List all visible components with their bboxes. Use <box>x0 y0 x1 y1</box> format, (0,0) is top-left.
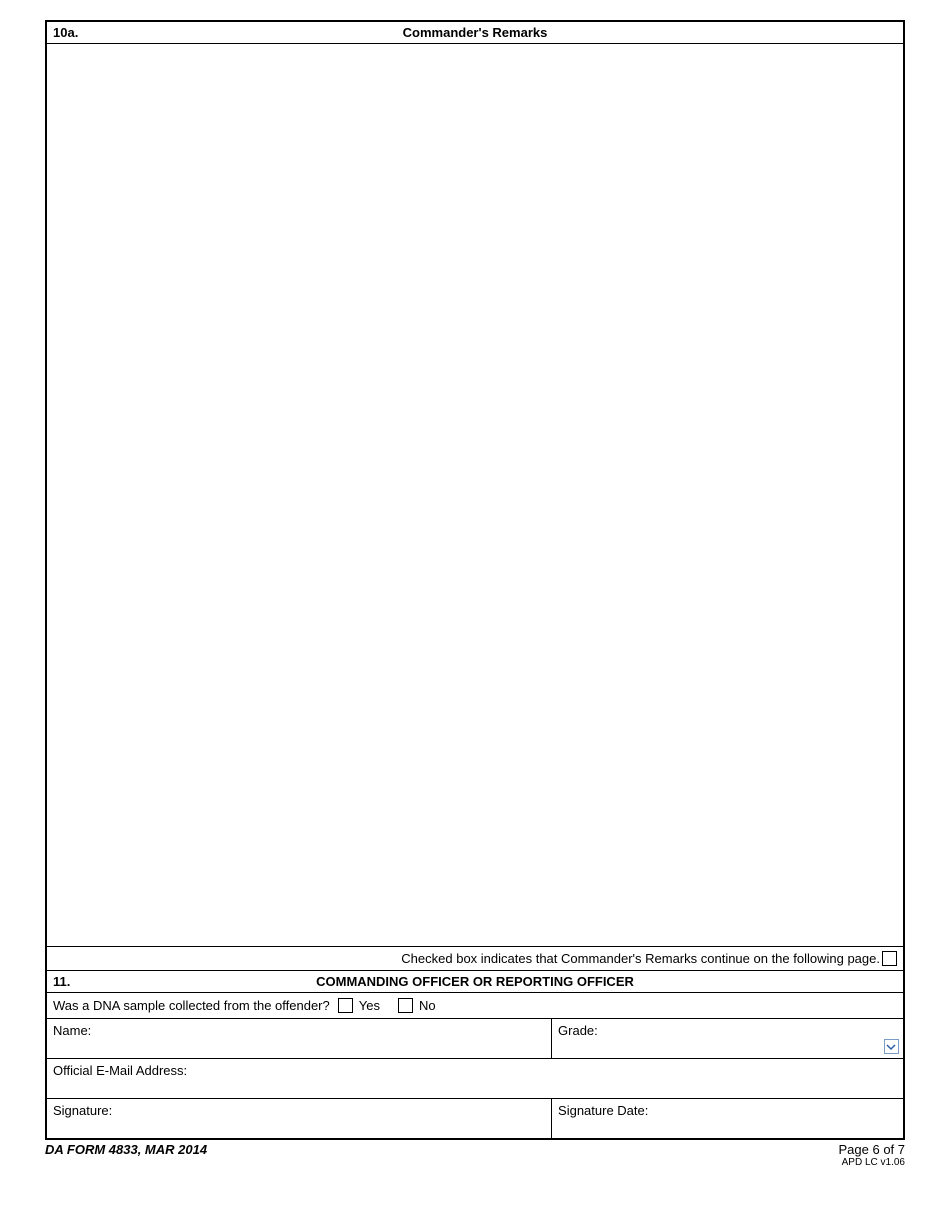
signature-date-field[interactable]: Signature Date: <box>552 1099 903 1138</box>
remarks-textarea[interactable] <box>47 44 903 947</box>
section-11-title: COMMANDING OFFICER OR REPORTING OFFICER <box>316 974 634 989</box>
page-info: Page 6 of 7 <box>839 1142 906 1157</box>
email-field[interactable]: Official E-Mail Address: <box>47 1059 903 1099</box>
signature-row: Signature: Signature Date: <box>47 1099 903 1138</box>
version-info: APD LC v1.06 <box>839 1157 906 1168</box>
page-footer: DA FORM 4833, MAR 2014 Page 6 of 7 APD L… <box>45 1142 905 1168</box>
grade-label: Grade: <box>558 1023 598 1038</box>
dna-no-checkbox[interactable] <box>398 998 413 1013</box>
signature-label: Signature: <box>53 1103 112 1118</box>
footer-right: Page 6 of 7 APD LC v1.06 <box>839 1142 906 1168</box>
continuation-row: Checked box indicates that Commander's R… <box>47 947 903 971</box>
name-field[interactable]: Name: <box>47 1019 552 1058</box>
grade-dropdown-icon[interactable] <box>884 1039 899 1054</box>
signature-date-label: Signature Date: <box>558 1103 648 1118</box>
continuation-text: Checked box indicates that Commander's R… <box>401 951 880 966</box>
section-10a-number: 10a. <box>53 25 78 40</box>
form-container: 10a. Commander's Remarks Checked box ind… <box>45 20 905 1140</box>
continuation-checkbox[interactable] <box>882 951 897 966</box>
section-11-header: 11. COMMANDING OFFICER OR REPORTING OFFI… <box>47 971 903 993</box>
form-id: DA FORM 4833, MAR 2014 <box>45 1142 207 1168</box>
grade-field[interactable]: Grade: <box>552 1019 903 1058</box>
dna-question-row: Was a DNA sample collected from the offe… <box>47 993 903 1019</box>
name-label: Name: <box>53 1023 91 1038</box>
dna-question-text: Was a DNA sample collected from the offe… <box>53 998 330 1013</box>
section-11-number: 11. <box>53 974 70 989</box>
email-label: Official E-Mail Address: <box>53 1063 187 1078</box>
signature-field[interactable]: Signature: <box>47 1099 552 1138</box>
section-10a-title: Commander's Remarks <box>403 25 548 40</box>
dna-no-label: No <box>419 998 436 1013</box>
dna-yes-label: Yes <box>359 998 380 1013</box>
dna-yes-checkbox[interactable] <box>338 998 353 1013</box>
name-grade-row: Name: Grade: <box>47 1019 903 1059</box>
section-10a-header: 10a. Commander's Remarks <box>47 22 903 44</box>
